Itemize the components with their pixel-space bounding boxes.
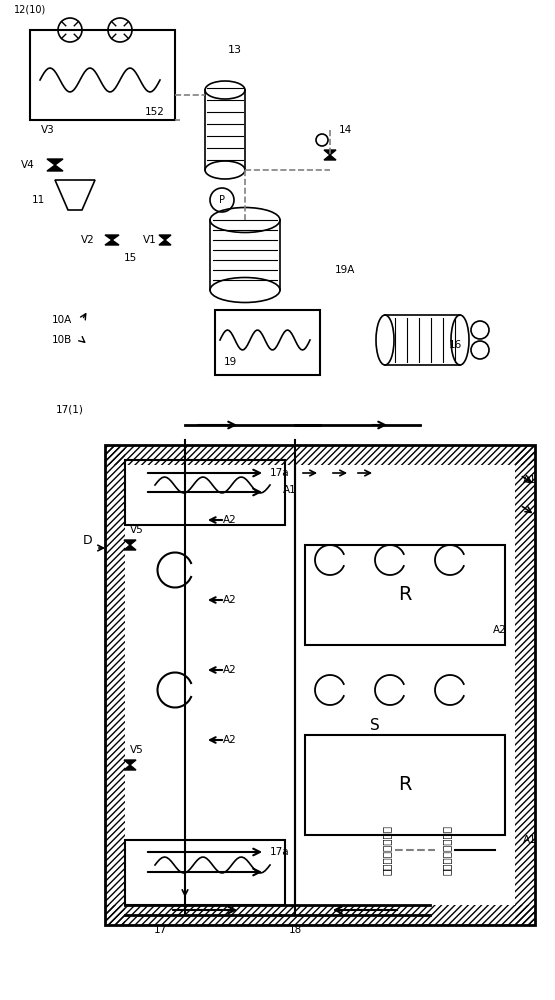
- Bar: [515, 445, 535, 925]
- Bar: [305, 735, 505, 835]
- Text: S: S: [370, 718, 380, 732]
- Text: 11: 11: [32, 195, 44, 205]
- Text: A2: A2: [223, 595, 237, 605]
- Text: V5: V5: [130, 525, 144, 535]
- Text: 19A: 19A: [335, 265, 355, 275]
- Text: A1: A1: [523, 835, 537, 845]
- Text: D: D: [83, 534, 93, 546]
- Bar: [105, 905, 535, 925]
- Text: 13: 13: [228, 45, 242, 55]
- Text: 15: 15: [123, 253, 137, 263]
- Polygon shape: [124, 760, 136, 765]
- Text: R: R: [398, 776, 412, 794]
- Text: 10A: 10A: [52, 315, 72, 325]
- Text: V3: V3: [41, 125, 55, 135]
- Polygon shape: [324, 155, 336, 160]
- Polygon shape: [47, 165, 63, 171]
- Polygon shape: [159, 235, 171, 240]
- Text: A2: A2: [493, 625, 507, 635]
- Text: 10B: 10B: [52, 335, 72, 345]
- Bar: [105, 445, 125, 925]
- Text: R: R: [398, 585, 412, 604]
- Text: 17(1): 17(1): [56, 405, 84, 415]
- Polygon shape: [47, 159, 63, 165]
- Text: 二次冷却循环流路: 二次冷却循环流路: [442, 825, 452, 875]
- Text: V1: V1: [143, 235, 157, 245]
- Text: A2: A2: [223, 665, 237, 675]
- Text: 18: 18: [289, 925, 301, 935]
- Bar: [125, 840, 285, 905]
- Bar: [305, 545, 505, 645]
- Text: 19: 19: [223, 357, 236, 367]
- Bar: [105, 445, 535, 925]
- Text: A2: A2: [223, 515, 237, 525]
- Text: 一次冷却循环流路: 一次冷却循环流路: [382, 825, 392, 875]
- Text: A1: A1: [283, 485, 297, 495]
- Text: 17a: 17a: [270, 847, 290, 857]
- Bar: [30, 30, 175, 120]
- Bar: [105, 445, 535, 465]
- Text: 14: 14: [339, 125, 352, 135]
- Polygon shape: [124, 545, 136, 550]
- Text: A2: A2: [223, 735, 237, 745]
- Text: 16: 16: [448, 340, 462, 350]
- Bar: [125, 460, 285, 525]
- Text: 152: 152: [145, 107, 165, 117]
- Polygon shape: [159, 240, 171, 245]
- Text: V2: V2: [81, 235, 95, 245]
- Text: 17a: 17a: [270, 468, 290, 478]
- Bar: [215, 310, 320, 375]
- Text: P: P: [219, 195, 225, 205]
- Polygon shape: [105, 235, 119, 240]
- Polygon shape: [324, 150, 336, 155]
- Text: 12(10): 12(10): [14, 5, 46, 15]
- Polygon shape: [105, 240, 119, 245]
- Text: V4: V4: [21, 160, 35, 170]
- Text: V5: V5: [130, 745, 144, 755]
- Text: A1: A1: [523, 475, 537, 485]
- Text: 17: 17: [153, 925, 166, 935]
- Polygon shape: [124, 765, 136, 770]
- Polygon shape: [124, 540, 136, 545]
